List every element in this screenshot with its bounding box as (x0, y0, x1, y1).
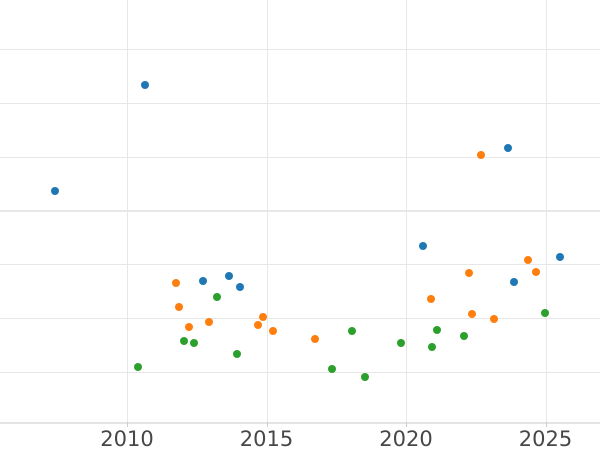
scatter-point-series-green (432, 325, 441, 334)
scatter-point-series-blue (236, 282, 245, 291)
x-tick-label: 2025 (518, 427, 573, 450)
scatter-point-series-blue (51, 187, 60, 195)
y-gridline (0, 318, 600, 320)
scatter-point-series-green (327, 364, 336, 373)
scatter-point-series-orange (269, 326, 278, 335)
y-gridline (0, 49, 600, 51)
scatter-point-series-orange (259, 313, 267, 321)
y-gridline (0, 264, 600, 266)
scatter-point-series-orange (427, 295, 435, 304)
scatter-point-series-orange (171, 278, 180, 287)
scatter-point-series-green (360, 373, 369, 382)
x-tick-label: 2020 (379, 427, 433, 450)
x-tick (406, 422, 408, 428)
scatter-point-series-orange (524, 255, 533, 264)
x-gridline (406, 0, 408, 423)
x-tick-label: 2010 (100, 427, 154, 450)
scatter-point-series-blue (198, 277, 207, 286)
scatter-point-series-green (233, 350, 242, 358)
scatter-point-series-green (460, 331, 469, 340)
scatter-point-series-blue (141, 81, 150, 89)
scatter-point-series-orange (310, 334, 319, 343)
x-tick (127, 422, 129, 428)
scatter-point-series-green (428, 342, 436, 351)
scatter-point-series-orange (185, 322, 194, 331)
x-gridline (266, 0, 268, 423)
scatter-point-series-green (348, 326, 357, 335)
x-gridline (127, 0, 129, 423)
scatter-point-series-green (541, 309, 549, 318)
x-tick (545, 422, 547, 428)
scatter-point-series-blue (224, 272, 233, 280)
scatter-point-series-blue (419, 242, 428, 250)
y-gridline (0, 371, 600, 374)
x-tick (266, 422, 268, 428)
scatter-point-series-green (180, 336, 189, 345)
scatter-point-series-orange (253, 321, 262, 330)
x-gridline (545, 0, 547, 423)
scatter-point-series-blue (504, 144, 512, 152)
scatter-point-series-orange (174, 303, 183, 312)
scatter-point-series-blue (509, 277, 518, 286)
y-gridline (0, 156, 600, 158)
scatter-point-series-green (397, 339, 406, 347)
scatter-point-series-green (190, 339, 199, 348)
scatter-point-series-blue (555, 252, 564, 261)
y-gridline (0, 210, 600, 212)
scatter-point-series-orange (489, 314, 498, 323)
x-axis-line (0, 422, 600, 424)
scatter-point-series-green (212, 292, 221, 301)
scatter-point-series-orange (476, 151, 485, 159)
x-tick-label: 2015 (239, 427, 294, 450)
y-gridline (0, 102, 600, 105)
scatter-point-series-orange (464, 268, 473, 277)
scatter-point-series-orange (531, 267, 540, 276)
scatter-point-series-orange (468, 310, 476, 318)
scatter-point-series-orange (204, 318, 213, 327)
scatter-point-series-green (133, 362, 142, 371)
